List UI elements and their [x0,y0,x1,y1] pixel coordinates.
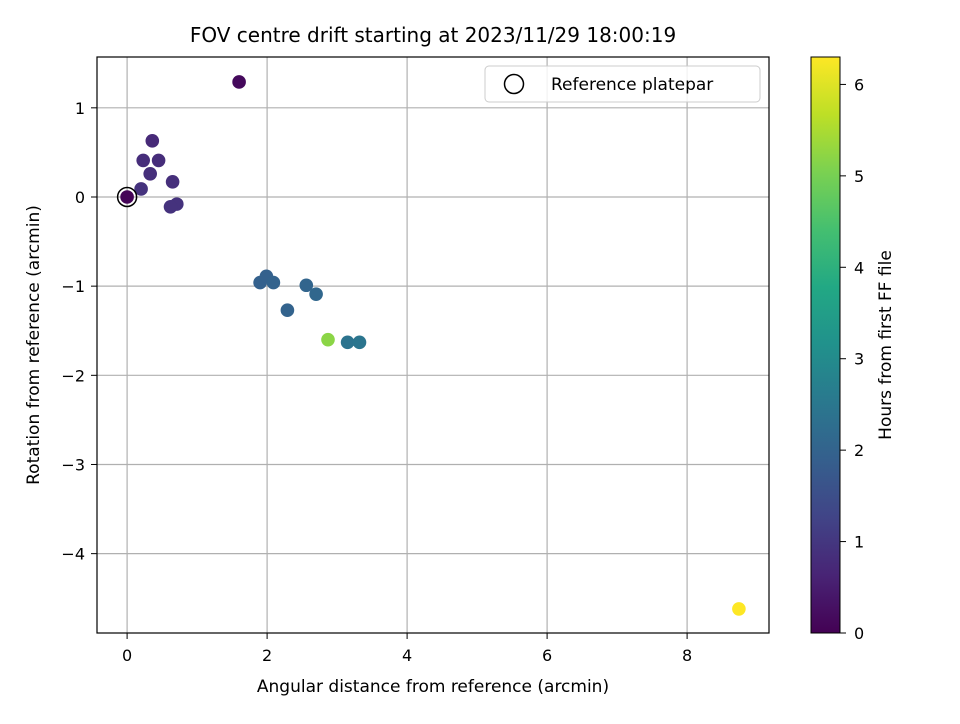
data-points [116,75,746,616]
data-point [165,175,180,189]
data-point [321,332,335,347]
legend-box [484,65,761,103]
data-point [134,182,148,196]
data-point [340,335,355,350]
y-tick-label: −3 [61,455,85,474]
reference-platepar-marker [116,186,138,208]
x-tick-label: 2 [262,646,272,665]
colorbar-tick-label: 0 [854,624,864,643]
colorbar-tick-label: 4 [854,258,864,277]
data-point [136,153,150,168]
data-point [151,153,166,168]
x-tick-label: 8 [682,646,692,665]
y-tick-label: 0 [75,188,85,207]
data-point [309,287,323,301]
grid-lines [97,57,769,633]
plot-frame [96,56,770,634]
data-point [732,602,746,616]
data-point [352,335,367,350]
colorbar: 0 1 2 3 4 5 6 Hours from first FF file [810,56,896,643]
legend-label: Reference platepar [551,75,713,95]
colorbar-tick-label: 6 [854,75,864,94]
y-tick-label: −4 [61,545,85,564]
y-axis-label: Rotation from reference (arcmin) [24,205,44,485]
x-tick-label: 4 [402,646,412,665]
colorbar-tick-label: 1 [854,533,864,552]
data-point [163,199,178,214]
y-axis-ticks: 1 0 −1 −2 −3 −4 [61,99,97,564]
data-point [266,275,281,290]
y-tick-label: 1 [75,99,85,118]
data-point [120,190,134,204]
x-tick-label: 6 [542,646,552,665]
colorbar-ticks: 0 1 2 3 4 5 6 [840,75,864,643]
legend-marker-icon [503,73,525,95]
data-point [143,167,157,181]
colorbar-tick-label: 5 [854,167,864,186]
x-axis-ticks: 0 2 4 6 8 [122,633,692,665]
data-point [280,303,295,318]
chart-title: FOV centre drift starting at 2023/11/29 … [190,23,676,47]
y-tick-label: −1 [61,277,85,296]
colorbar-tick-label: 3 [854,350,864,369]
data-point [145,134,160,148]
data-point [232,75,246,89]
legend: Reference platepar [484,65,761,103]
y-tick-label: −2 [61,366,85,385]
colorbar-tick-label: 2 [854,441,864,460]
colorbar-gradient [810,56,841,634]
data-point [299,278,314,293]
colorbar-label: Hours from first FF file [876,250,896,440]
x-axis-label: Angular distance from reference (arcmin) [257,677,609,697]
x-tick-label: 0 [122,646,132,665]
